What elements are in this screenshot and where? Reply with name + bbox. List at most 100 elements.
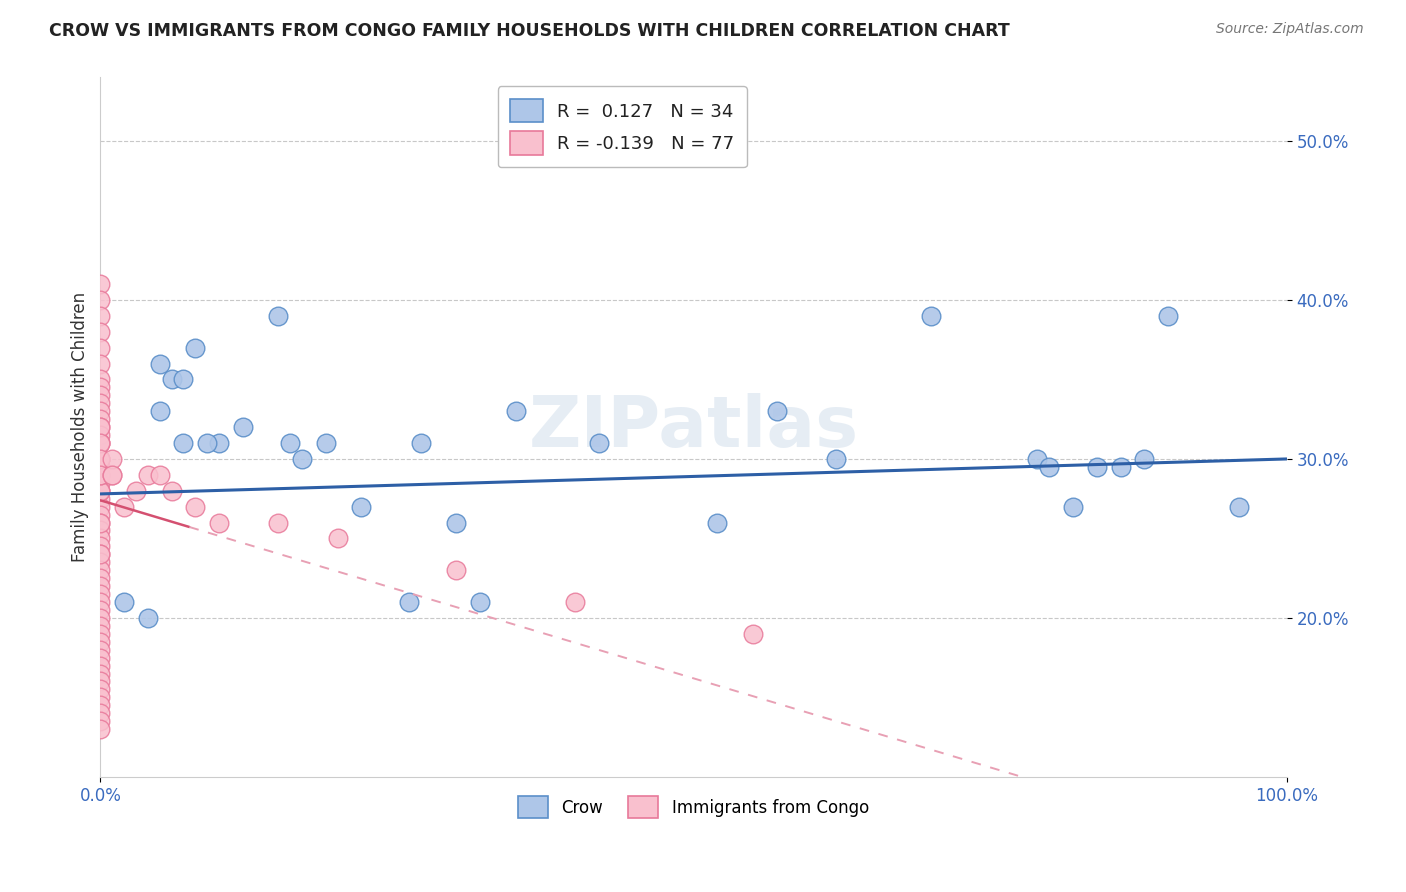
Point: [89, 595, 111, 609]
Point: [1085, 459, 1108, 474]
Point: [125, 483, 148, 498]
Point: [89, 467, 111, 482]
Point: [112, 500, 135, 514]
Point: [89, 666, 111, 681]
Point: [208, 516, 231, 530]
Point: [920, 309, 942, 323]
Point: [136, 467, 159, 482]
Point: [112, 595, 135, 609]
Legend: Crow, Immigrants from Congo: Crow, Immigrants from Congo: [512, 789, 876, 824]
Point: [89, 650, 111, 665]
Point: [89, 428, 111, 442]
Point: [89, 540, 111, 554]
Point: [1133, 452, 1156, 467]
Text: ZIPatlas: ZIPatlas: [529, 392, 859, 462]
Text: CROW VS IMMIGRANTS FROM CONGO FAMILY HOUSEHOLDS WITH CHILDREN CORRELATION CHART: CROW VS IMMIGRANTS FROM CONGO FAMILY HOU…: [49, 22, 1010, 40]
Point: [505, 404, 527, 418]
Point: [160, 372, 183, 386]
Point: [89, 436, 111, 450]
Point: [444, 563, 467, 577]
Point: [89, 627, 111, 641]
Point: [1227, 500, 1250, 514]
Point: [1038, 459, 1060, 474]
Point: [89, 452, 111, 467]
Point: [89, 555, 111, 569]
Point: [1157, 309, 1180, 323]
Point: [232, 420, 254, 434]
Point: [444, 516, 467, 530]
Point: [184, 500, 207, 514]
Point: [267, 516, 290, 530]
Point: [89, 563, 111, 577]
Point: [89, 682, 111, 697]
Point: [101, 467, 124, 482]
Point: [89, 722, 111, 736]
Point: [89, 516, 111, 530]
Point: [89, 452, 111, 467]
Point: [89, 380, 111, 394]
Point: [136, 611, 159, 625]
Point: [89, 412, 111, 426]
Point: [89, 571, 111, 585]
Point: [89, 491, 111, 506]
Point: [89, 634, 111, 648]
Point: [89, 532, 111, 546]
Point: [291, 452, 314, 467]
Point: [588, 436, 610, 450]
Point: [89, 516, 111, 530]
Point: [564, 595, 586, 609]
Point: [89, 524, 111, 538]
Point: [89, 388, 111, 402]
Point: [149, 357, 172, 371]
Point: [89, 603, 111, 617]
Point: [208, 436, 231, 450]
Point: [89, 483, 111, 498]
Point: [172, 436, 194, 450]
Point: [706, 516, 728, 530]
Point: [741, 627, 763, 641]
Point: [89, 547, 111, 561]
Point: [89, 500, 111, 514]
Point: [89, 619, 111, 633]
Point: [89, 277, 111, 291]
Point: [350, 500, 373, 514]
Point: [1062, 500, 1084, 514]
Point: [89, 357, 111, 371]
Point: [326, 532, 349, 546]
Text: Source: ZipAtlas.com: Source: ZipAtlas.com: [1216, 22, 1364, 37]
Point: [89, 698, 111, 713]
Point: [89, 459, 111, 474]
Point: [89, 420, 111, 434]
Point: [89, 714, 111, 729]
Point: [89, 483, 111, 498]
Point: [409, 436, 432, 450]
Point: [89, 404, 111, 418]
Point: [468, 595, 491, 609]
Point: [101, 467, 124, 482]
Point: [315, 436, 337, 450]
Point: [89, 611, 111, 625]
Point: [398, 595, 420, 609]
Point: [89, 690, 111, 705]
Y-axis label: Family Households with Children: Family Households with Children: [72, 292, 89, 562]
Point: [89, 475, 111, 490]
Point: [89, 587, 111, 601]
Point: [160, 483, 183, 498]
Point: [89, 579, 111, 593]
Point: [89, 547, 111, 561]
Point: [195, 436, 218, 450]
Point: [765, 404, 787, 418]
Point: [89, 674, 111, 689]
Point: [89, 309, 111, 323]
Point: [89, 420, 111, 434]
Point: [278, 436, 301, 450]
Point: [1109, 459, 1132, 474]
Point: [149, 467, 172, 482]
Point: [184, 341, 207, 355]
Point: [89, 396, 111, 410]
Point: [89, 293, 111, 307]
Point: [89, 452, 111, 467]
Point: [824, 452, 846, 467]
Point: [1026, 452, 1049, 467]
Point: [101, 452, 124, 467]
